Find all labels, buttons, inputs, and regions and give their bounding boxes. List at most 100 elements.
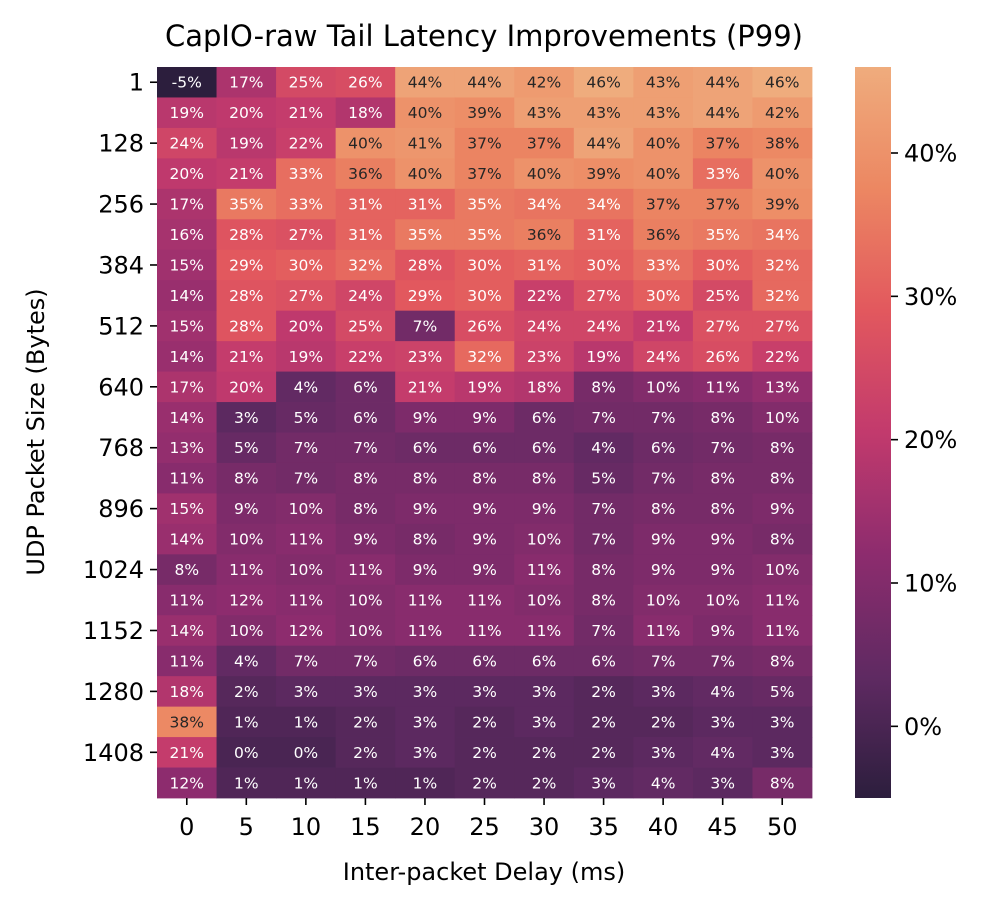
heatmap-cell-label: 43% [586,104,620,122]
heatmap-cell-label: 11% [705,378,739,396]
heatmap-cell [157,371,217,403]
heatmap-cell [514,615,575,647]
heatmap-cell [692,341,753,372]
heatmap-cell-label: 42% [527,74,561,92]
heatmap-cell-label: 23% [527,348,561,366]
heatmap-cell [157,158,217,190]
heatmap-cell [752,645,813,677]
heatmap-cell-label: 21% [170,744,204,762]
heatmap-cell [335,249,396,281]
heatmap-cell [752,97,813,129]
heatmap-cell-label: 6% [532,439,557,457]
heatmap-cell-label: 44% [586,135,620,153]
heatmap-cell-label: 27% [765,317,799,335]
heatmap-cell [752,280,813,312]
heatmap-cell-label: 11% [408,592,442,610]
heatmap-cell [573,310,634,342]
heatmap-cell-label: 8% [770,531,795,549]
heatmap-cell-label: 12% [170,774,204,792]
heatmap-cell-label: 9% [651,561,676,579]
heatmap-cell-label: 43% [646,74,680,92]
heatmap-cell-label: 26% [705,348,739,366]
heatmap-cell [633,706,694,738]
heatmap-cell [454,462,515,494]
heatmap-cell-label: 43% [527,104,561,122]
heatmap-cell-label: 8% [591,378,616,396]
heatmap-cell [752,188,813,220]
heatmap-cell-label: 1% [413,774,438,792]
heatmap-cell [633,127,694,159]
heatmap-cell-label: 29% [229,256,263,274]
heatmap-cell-label: 34% [527,196,561,214]
heatmap-cell [514,584,575,616]
heatmap-cell-label: 8% [770,652,795,670]
heatmap-cell [692,645,753,677]
heatmap-cell-label: 19% [467,378,501,396]
heatmap-cell-label: 5% [770,683,795,701]
heatmap-cell [752,493,813,525]
heatmap-cell-label: 3% [770,744,795,762]
heatmap-cell [157,402,217,433]
heatmap-cell [276,706,337,738]
heatmap-cell-label: 40% [348,135,382,153]
heatmap-cell [335,737,396,768]
heatmap-cell-label: 43% [646,104,680,122]
heatmap-cell [752,584,813,616]
heatmap-cell [454,67,515,98]
heatmap-cell [335,767,396,799]
heatmap-cell-label: 10% [229,622,263,640]
heatmap-cell [216,341,277,372]
heatmap-cell [514,341,575,372]
heatmap-cell-label: 7% [651,470,676,488]
heatmap-cell [216,706,277,738]
heatmap-cell [157,97,217,129]
heatmap-cell [633,341,694,372]
heatmap-cell-label: 27% [705,317,739,335]
heatmap-cell [633,462,694,494]
heatmap-cell-label: 7% [294,652,319,670]
colorbar-tick-label: 30% [904,283,957,311]
heatmap-cell [573,767,634,799]
heatmap-cell-label: -5% [172,74,202,92]
heatmap-cell [335,280,396,312]
y-tick-label: 384 [98,251,144,279]
heatmap-cell-label: 2% [353,744,378,762]
heatmap-cell-label: 19% [170,104,204,122]
colorbar-ticks: 0% 10% 20% 30% 40% [891,140,957,741]
heatmap-cell [335,127,396,159]
heatmap-cell [216,67,277,98]
heatmap-cell-label: 18% [348,104,382,122]
heatmap-cell-label: 39% [765,196,799,214]
colorbar-tick-label: 20% [904,426,957,454]
heatmap-cell [692,310,753,342]
heatmap-cell [216,371,277,403]
heatmap-cell-label: 9% [353,531,378,549]
heatmap-cell [395,645,456,677]
heatmap-cell-label: 7% [294,470,319,488]
y-tick-label: 1152 [83,617,144,645]
heatmap-cell-label: 13% [765,378,799,396]
heatmap-cell-label: 7% [651,409,676,427]
heatmap-cell-label: 2% [591,744,616,762]
heatmap-cell [216,554,277,586]
heatmap-cell [692,706,753,738]
heatmap-cell-label: 9% [532,500,557,518]
heatmap-cell-label: 24% [348,287,382,305]
heatmap-cell [335,67,396,98]
heatmap-cell [395,280,456,312]
heatmap-cell [157,676,217,708]
heatmap-cell-label: 7% [591,531,616,549]
heatmap-cell [692,219,753,251]
heatmap-cell [692,493,753,525]
x-tick-label: 10 [291,813,322,841]
heatmap-cell [276,310,337,342]
heatmap-cell [276,341,337,372]
heatmap-cell-label: 37% [467,165,501,183]
heatmap-cell-label: 4% [234,652,259,670]
heatmap-cell [573,158,634,190]
heatmap-cell [395,219,456,251]
heatmap-cell-label: 21% [229,165,263,183]
heatmap-cell-label: 1% [234,774,259,792]
heatmap-cell [454,249,515,281]
